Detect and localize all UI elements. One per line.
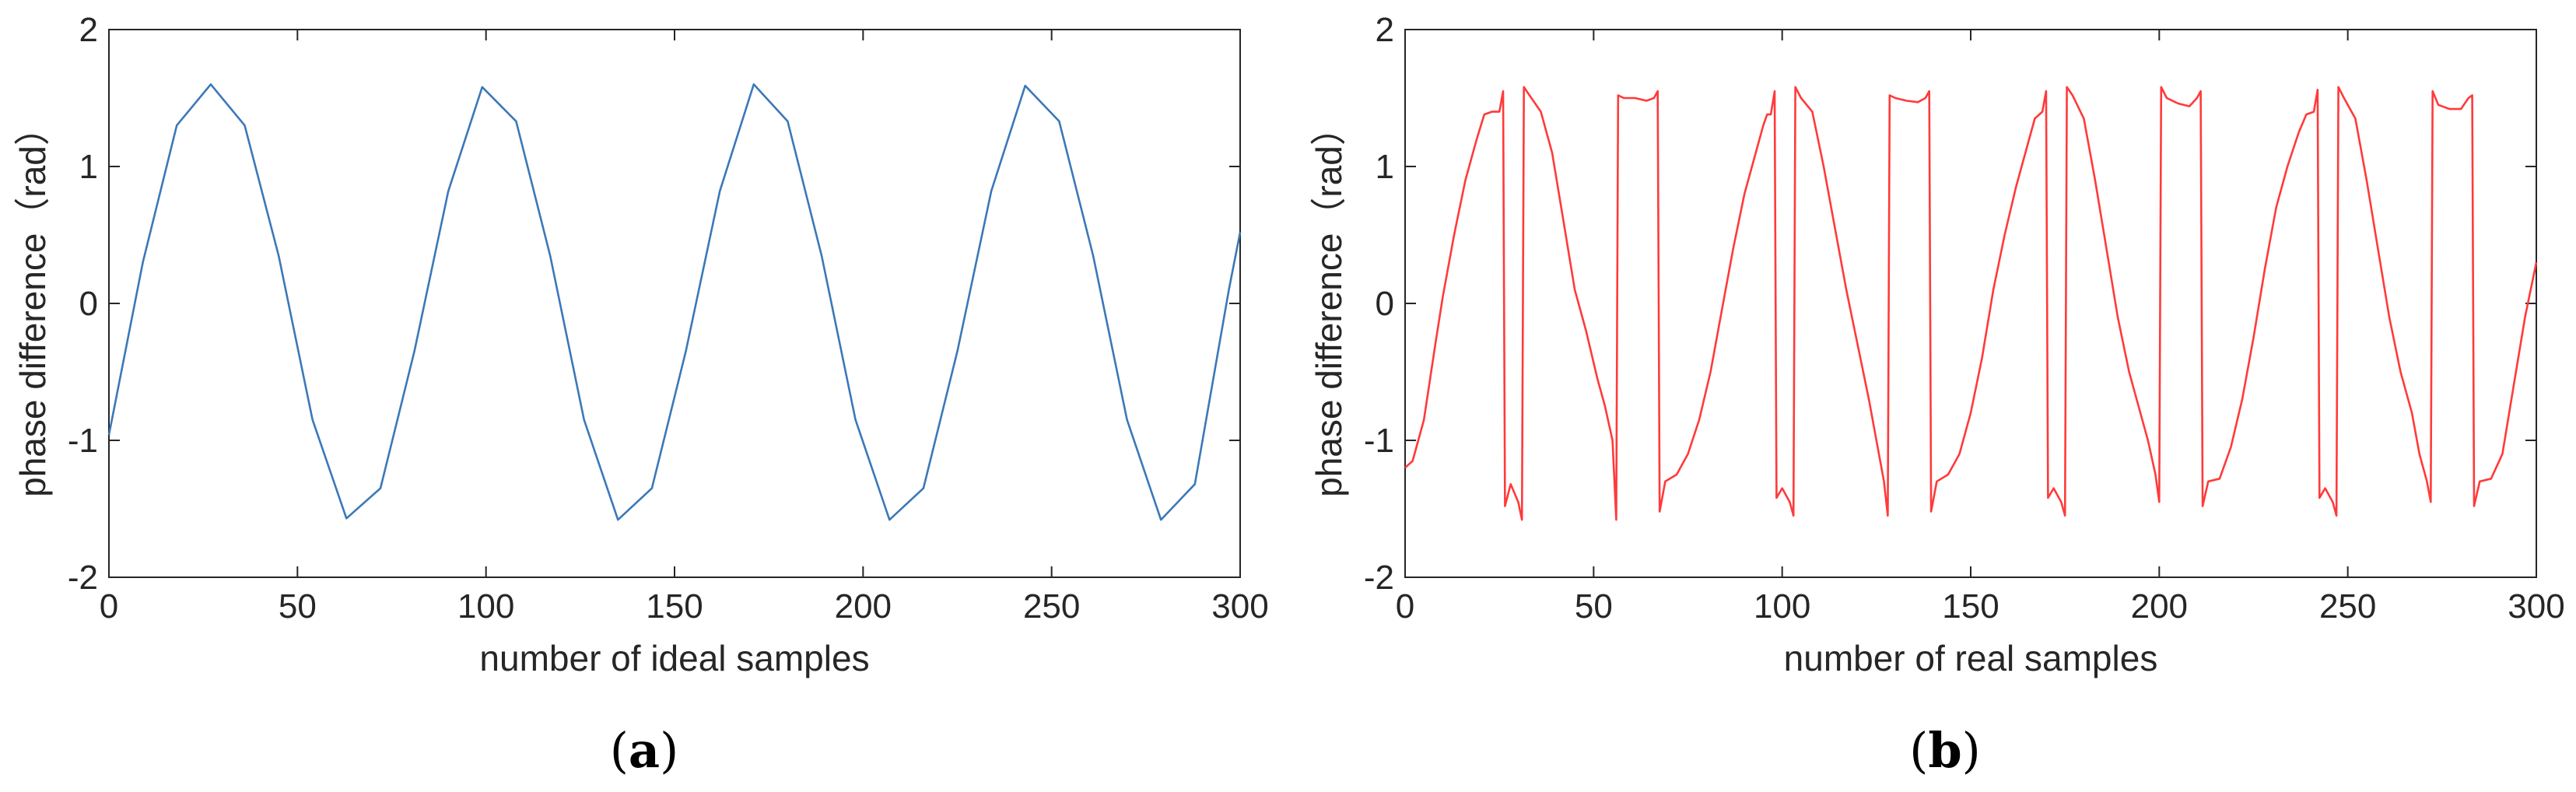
x-axis-label: number of ideal samples: [479, 638, 869, 678]
y-tick-label: 1: [79, 148, 98, 186]
y-tick-label: 2: [1376, 11, 1394, 49]
x-tick-label: 50: [1575, 587, 1613, 626]
x-tick-label: 150: [1942, 587, 1999, 626]
y-axis-label: phase difference（rad）: [12, 110, 53, 497]
panel-label: (b): [1909, 722, 1981, 779]
x-axis-label: number of real samples: [1784, 638, 2158, 678]
y-tick-label: 1: [1376, 148, 1394, 186]
y-tick-label: -1: [68, 422, 98, 460]
series-line-1: [1404, 86, 2538, 521]
chart-panel-a: 0 50 100 150 200 250 300 -2 -1 0 1 2 number of ideal…: [12, 11, 1269, 779]
y-tick-label: -1: [1364, 422, 1394, 460]
plot-area-frame: [108, 29, 1241, 578]
y-tick-label: -2: [68, 559, 98, 597]
x-tick-label: 300: [1211, 587, 1268, 626]
x-tick-label: 200: [835, 587, 892, 626]
y-axis-label: phase difference（rad）: [1309, 110, 1349, 497]
y-tick-label: 0: [1376, 285, 1394, 323]
x-tick-label: 100: [1754, 587, 1810, 626]
x-tick-label: 150: [646, 587, 703, 626]
x-tick-label: 0: [100, 587, 118, 626]
y-tick-label: 2: [79, 11, 98, 49]
chart-panel-b: 0 50 100 150 200 250 300 -2 -1 0 1 2 number of real …: [1309, 11, 2565, 779]
x-tick-label: 50: [279, 587, 317, 626]
x-tick-label: 0: [1396, 587, 1414, 626]
y-tick-label: -2: [1364, 559, 1394, 597]
y-tick-label: 0: [79, 285, 98, 323]
x-tick-label: 250: [2319, 587, 2376, 626]
plot-area-frame: [1404, 29, 2537, 578]
x-tick-label: 300: [2508, 587, 2564, 626]
x-tick-label: 250: [1023, 587, 1080, 626]
series-line-1: [107, 83, 1242, 521]
x-tick-label: 200: [2131, 587, 2188, 626]
panel-label: (a): [610, 722, 679, 779]
x-tick-label: 100: [457, 587, 514, 626]
